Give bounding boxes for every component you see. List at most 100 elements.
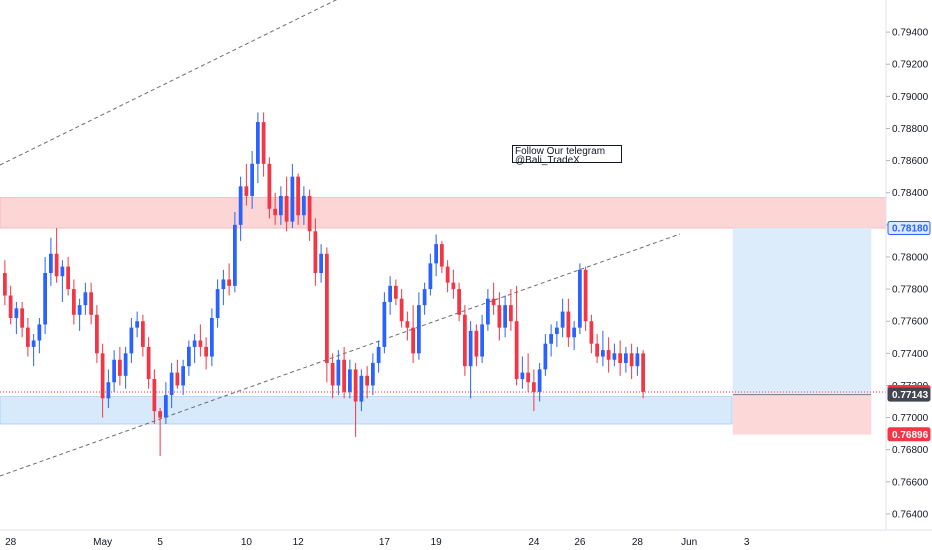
candle[interactable] <box>388 276 392 315</box>
candle[interactable] <box>290 163 295 229</box>
candle[interactable] <box>175 359 180 389</box>
candle[interactable] <box>26 318 30 357</box>
candle[interactable] <box>359 369 364 412</box>
candle[interactable] <box>158 407 162 457</box>
candle[interactable] <box>118 346 122 386</box>
candle[interactable] <box>411 305 415 363</box>
candle[interactable] <box>520 356 525 389</box>
candle[interactable] <box>307 189 312 241</box>
candle[interactable] <box>95 305 99 363</box>
candle[interactable] <box>348 359 352 399</box>
candle[interactable] <box>164 382 168 424</box>
target-box[interactable] <box>732 227 872 395</box>
candle[interactable] <box>261 112 266 177</box>
upper-trendline[interactable] <box>0 0 340 166</box>
candle[interactable] <box>428 253 433 296</box>
candle[interactable] <box>382 292 387 354</box>
candle[interactable] <box>152 369 157 424</box>
stop-box[interactable] <box>732 394 872 435</box>
candle[interactable] <box>371 353 375 396</box>
candle[interactable] <box>31 334 36 367</box>
candle[interactable] <box>198 324 203 357</box>
candle[interactable] <box>606 337 611 373</box>
candle[interactable] <box>37 318 42 354</box>
candle[interactable] <box>537 362 542 402</box>
candle[interactable] <box>434 234 438 277</box>
candle[interactable] <box>66 256 70 296</box>
candle[interactable] <box>302 186 306 225</box>
candle[interactable] <box>244 163 249 206</box>
candle[interactable] <box>192 334 197 363</box>
candle[interactable] <box>336 350 341 396</box>
candle[interactable] <box>238 176 243 241</box>
candle[interactable] <box>43 256 47 335</box>
candle[interactable] <box>468 321 473 399</box>
candle[interactable] <box>49 237 53 286</box>
candle[interactable] <box>135 311 139 338</box>
candle[interactable] <box>589 314 594 354</box>
candle[interactable] <box>474 324 479 367</box>
candle[interactable] <box>325 247 329 383</box>
candle[interactable] <box>480 314 484 363</box>
candle[interactable] <box>8 285 13 325</box>
candle[interactable] <box>451 269 456 299</box>
candle[interactable] <box>273 192 277 225</box>
candle[interactable] <box>376 340 381 373</box>
candle[interactable] <box>267 157 272 219</box>
candle[interactable] <box>618 340 622 376</box>
candle[interactable] <box>601 330 605 367</box>
candle[interactable] <box>514 285 519 386</box>
candle[interactable] <box>526 353 530 392</box>
candle[interactable] <box>532 369 536 412</box>
candle[interactable] <box>20 301 24 338</box>
candle[interactable] <box>572 321 576 351</box>
candle[interactable] <box>457 282 461 322</box>
candle[interactable] <box>77 298 82 331</box>
resistance-zone[interactable] <box>0 197 887 229</box>
candle[interactable] <box>342 346 346 399</box>
candle[interactable] <box>296 173 300 225</box>
candle[interactable] <box>399 289 404 328</box>
candle[interactable] <box>72 279 76 325</box>
candle[interactable] <box>227 263 231 296</box>
candle[interactable] <box>313 218 318 286</box>
candle[interactable] <box>279 186 283 225</box>
candle[interactable] <box>141 314 145 357</box>
candle[interactable] <box>440 240 444 274</box>
candle[interactable] <box>187 340 191 376</box>
candle[interactable] <box>578 263 582 335</box>
candle[interactable] <box>60 260 65 302</box>
candle[interactable] <box>319 244 323 283</box>
candle[interactable] <box>624 346 628 373</box>
candle[interactable] <box>641 350 645 399</box>
candle[interactable] <box>566 298 571 347</box>
candle[interactable] <box>486 289 490 331</box>
candle[interactable] <box>549 324 553 357</box>
candle[interactable] <box>560 298 565 338</box>
candle[interactable] <box>129 318 134 363</box>
candle[interactable] <box>169 362 174 408</box>
candle[interactable] <box>250 150 254 209</box>
candle[interactable] <box>233 212 237 293</box>
candle[interactable] <box>463 305 467 376</box>
candle[interactable] <box>221 269 226 306</box>
candle[interactable] <box>422 282 427 315</box>
candle[interactable] <box>181 359 185 396</box>
candle[interactable] <box>405 311 410 341</box>
candle[interactable] <box>54 228 59 283</box>
candle[interactable] <box>83 282 88 315</box>
candle[interactable] <box>394 279 398 306</box>
candle[interactable] <box>353 362 358 437</box>
candle[interactable] <box>445 260 450 293</box>
candle[interactable] <box>210 308 214 367</box>
candle[interactable] <box>89 282 93 325</box>
candle[interactable] <box>284 176 289 232</box>
time-axis[interactable]: 28 May 5 10 12 17 19 24 26 28 Jun 3 <box>0 529 932 548</box>
candle[interactable] <box>555 321 559 347</box>
candle[interactable] <box>112 350 116 392</box>
candle[interactable] <box>256 112 260 184</box>
candle[interactable] <box>497 292 502 341</box>
candle[interactable] <box>491 282 496 315</box>
support-zone[interactable] <box>0 396 733 425</box>
